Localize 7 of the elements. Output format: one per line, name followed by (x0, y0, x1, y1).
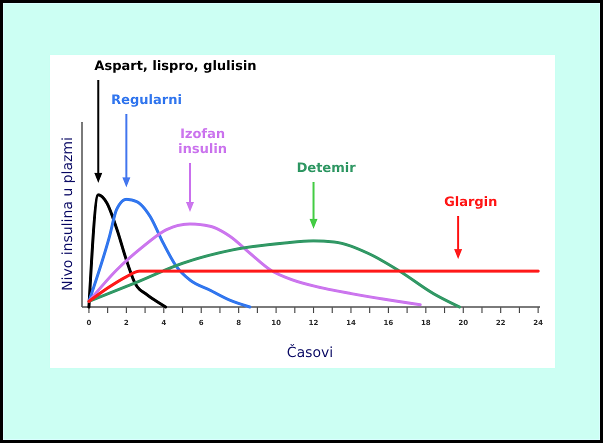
text: Glargin (444, 195, 498, 210)
text: Regularni (111, 93, 182, 108)
text: Aspart, lispro, glulisin (94, 59, 257, 74)
x-axis-title: Časovi (286, 344, 334, 361)
text: Izofan insulin (178, 127, 228, 157)
y-axis-title: Nivo insulina u plazmi (60, 137, 76, 291)
text: Detemir (296, 161, 356, 176)
